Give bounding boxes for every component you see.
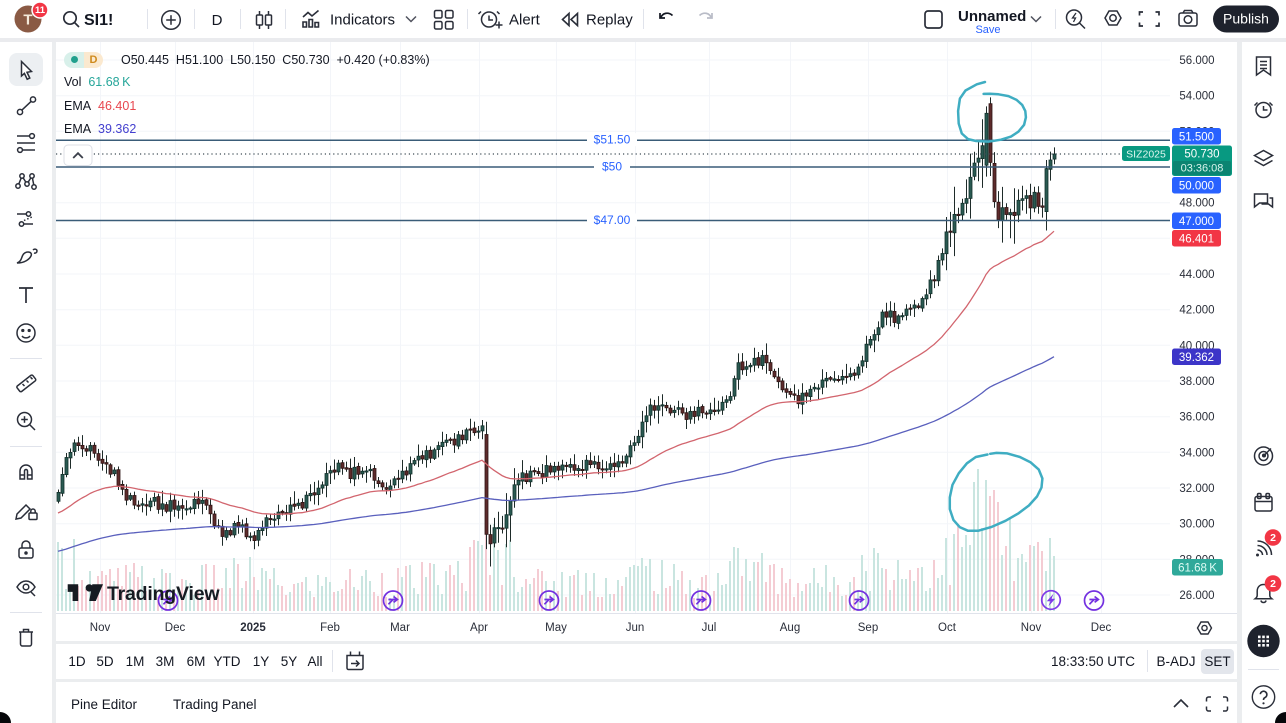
svg-text:51.500: 51.500 — [1179, 131, 1214, 143]
svg-text:Jun: Jun — [626, 622, 645, 634]
svg-text:26.000: 26.000 — [1179, 590, 1214, 602]
svg-text:61.68 K: 61.68 K — [1178, 562, 1217, 574]
svg-text:Aug: Aug — [780, 622, 800, 634]
svg-text:18:33:50 UTC: 18:33:50 UTC — [1051, 654, 1135, 669]
svg-text:2: 2 — [1270, 578, 1276, 590]
svg-text:Pine Editor: Pine Editor — [71, 697, 138, 712]
svg-text:1D: 1D — [68, 654, 86, 669]
svg-text:Oct: Oct — [938, 622, 957, 634]
svg-text:Save: Save — [975, 24, 1000, 36]
svg-text:$50: $50 — [602, 160, 622, 174]
svg-text:11: 11 — [35, 5, 46, 16]
svg-text:Jul: Jul — [702, 622, 717, 634]
svg-text:Nov: Nov — [90, 622, 111, 634]
svg-text:Apr: Apr — [470, 622, 488, 634]
svg-text:Mar: Mar — [390, 622, 410, 634]
svg-text:44.000: 44.000 — [1179, 269, 1214, 281]
svg-text:50.730: 50.730 — [1184, 149, 1219, 161]
svg-text:B-ADJ: B-ADJ — [1156, 654, 1195, 669]
svg-text:Dec: Dec — [165, 622, 186, 634]
svg-text:SIZ2025: SIZ2025 — [1126, 149, 1166, 161]
svg-text:Feb: Feb — [320, 622, 340, 634]
svg-text:$47.00: $47.00 — [594, 213, 631, 227]
svg-text:36.000: 36.000 — [1179, 412, 1214, 424]
svg-text:2025: 2025 — [240, 622, 266, 634]
svg-text:YTD: YTD — [214, 654, 241, 669]
svg-text:5Y: 5Y — [281, 654, 298, 669]
svg-text:42.000: 42.000 — [1179, 305, 1214, 317]
svg-text:D: D — [212, 12, 223, 29]
svg-text:38.000: 38.000 — [1179, 376, 1214, 388]
svg-text:2: 2 — [1270, 532, 1276, 544]
svg-text:May: May — [545, 622, 567, 634]
svg-text:Dec: Dec — [1091, 622, 1112, 634]
svg-text:32.000: 32.000 — [1179, 483, 1214, 495]
svg-text:Nov: Nov — [1021, 622, 1042, 634]
svg-text:50.000: 50.000 — [1179, 180, 1214, 192]
svg-text:Publish: Publish — [1223, 11, 1269, 27]
svg-text:5D: 5D — [96, 654, 114, 669]
svg-text:46.401: 46.401 — [1179, 233, 1214, 245]
svg-text:All: All — [307, 654, 322, 669]
svg-text:SET: SET — [1204, 654, 1230, 669]
svg-text:47.000: 47.000 — [1179, 216, 1214, 228]
svg-text:1Y: 1Y — [253, 654, 270, 669]
svg-text:48.000: 48.000 — [1179, 198, 1214, 210]
svg-text:SI1!: SI1! — [84, 12, 113, 29]
svg-text:$51.50: $51.50 — [594, 133, 631, 147]
svg-text:34.000: 34.000 — [1179, 447, 1214, 459]
svg-text:Replay: Replay — [586, 12, 633, 29]
svg-text:30.000: 30.000 — [1179, 519, 1214, 531]
svg-text:TradingView: TradingView — [107, 583, 220, 605]
svg-text:1M: 1M — [126, 654, 145, 669]
svg-text:Alert: Alert — [509, 12, 541, 29]
svg-text:3M: 3M — [156, 654, 175, 669]
svg-text:56.000: 56.000 — [1179, 55, 1214, 67]
svg-text:54.000: 54.000 — [1179, 91, 1214, 103]
svg-text:Sep: Sep — [858, 622, 878, 634]
svg-text:Unnamed: Unnamed — [958, 8, 1026, 25]
svg-text:T: T — [23, 12, 32, 29]
svg-text:6M: 6M — [187, 654, 206, 669]
svg-text:39.362: 39.362 — [1179, 352, 1214, 364]
svg-text:Indicators: Indicators — [330, 12, 395, 29]
svg-text:Trading Panel: Trading Panel — [173, 697, 257, 712]
svg-text:03:36:08: 03:36:08 — [1181, 163, 1224, 175]
